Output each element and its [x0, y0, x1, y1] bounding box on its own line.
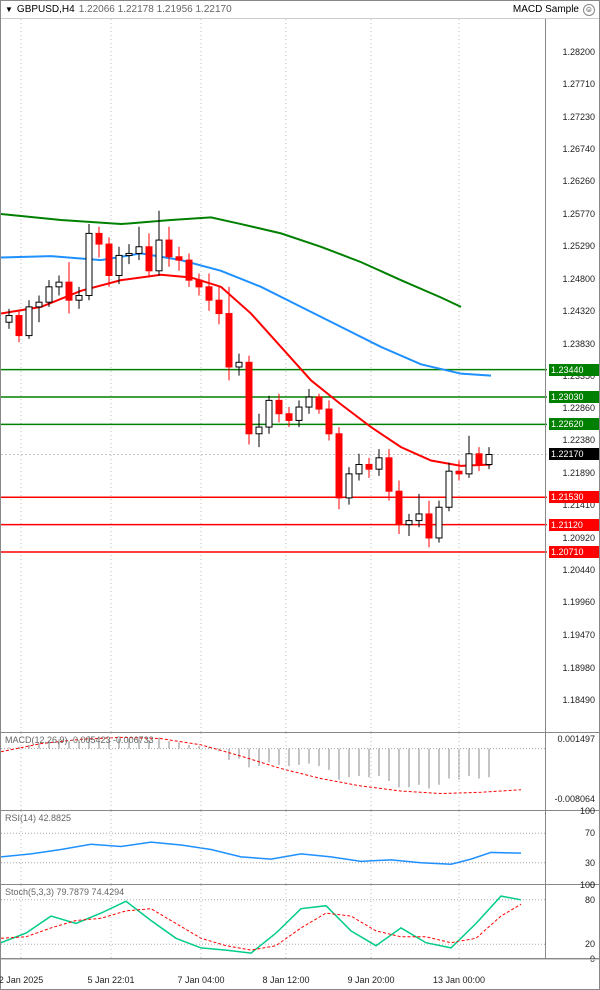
header-right: MACD Sample ☺ — [513, 4, 595, 16]
y-tick: 20 — [585, 939, 595, 949]
smiley-icon[interactable]: ☺ — [583, 4, 595, 16]
y-tick: 1.25290 — [562, 241, 595, 251]
x-tick: 2 Jan 2025 — [0, 975, 43, 985]
dropdown-icon[interactable]: ▼ — [5, 5, 13, 14]
header-left: ▼ GBPUSD,H4 1.22066 1.22178 1.21956 1.22… — [5, 4, 232, 15]
price-level-tag: 1.21530 — [549, 491, 599, 503]
y-tick: 100 — [580, 806, 595, 816]
rsi-y-axis: 03070100 — [545, 811, 599, 884]
x-tick: 5 Jan 22:01 — [87, 975, 134, 985]
x-tick: 7 Jan 04:00 — [177, 975, 224, 985]
y-tick: 1.27710 — [562, 79, 595, 89]
y-tick: 1.23830 — [562, 339, 595, 349]
y-tick: -0.008064 — [554, 794, 595, 804]
y-tick: 1.28200 — [562, 47, 595, 57]
y-tick: 1.18490 — [562, 695, 595, 705]
y-tick: 1.22380 — [562, 435, 595, 445]
y-tick: 30 — [585, 858, 595, 868]
y-tick: 1.27230 — [562, 112, 595, 122]
y-tick: 1.26740 — [562, 144, 595, 154]
y-tick: 100 — [580, 880, 595, 890]
y-tick: 1.19960 — [562, 597, 595, 607]
y-tick: 1.22860 — [562, 403, 595, 413]
y-tick: 1.24320 — [562, 306, 595, 316]
y-tick: 80 — [585, 895, 595, 905]
y-tick: 70 — [585, 828, 595, 838]
y-tick: 1.20440 — [562, 565, 595, 575]
rsi-panel[interactable]: RSI(14) 42.8825 03070100 — [1, 811, 599, 885]
x-tick: 8 Jan 12:00 — [262, 975, 309, 985]
current-price-tag: 1.22170 — [549, 448, 599, 460]
main-chart-svg — [1, 19, 547, 733]
stoch-label: Stoch(5,3,3) 79.7879 74.4294 — [5, 887, 124, 897]
macd-sample-label: MACD Sample — [513, 4, 579, 15]
symbol-label: GBPUSD,H4 — [17, 4, 75, 15]
y-tick: 1.19470 — [562, 630, 595, 640]
rsi-label: RSI(14) 42.8825 — [5, 813, 71, 823]
x-tick: 9 Jan 20:00 — [347, 975, 394, 985]
price-level-tag: 1.22620 — [549, 418, 599, 430]
y-tick: 1.25770 — [562, 209, 595, 219]
ohlc-label: 1.22066 1.22178 1.21956 1.22170 — [79, 4, 232, 15]
stoch-panel[interactable]: Stoch(5,3,3) 79.7879 74.4294 02080100 — [1, 885, 599, 959]
y-tick: 1.26260 — [562, 176, 595, 186]
main-plot-area — [1, 19, 545, 732]
y-tick: 0.001497 — [557, 734, 595, 744]
chart-header: ▼ GBPUSD,H4 1.22066 1.22178 1.21956 1.22… — [1, 1, 599, 19]
x-axis: 2 Jan 2025 5 Jan 22:01 7 Jan 04:00 8 Jan 12… — [1, 959, 599, 987]
y-tick: 1.21890 — [562, 468, 595, 478]
rsi-svg — [1, 811, 547, 885]
macd-panel[interactable]: MACD(12,26,9) -0.005423 -0.006733 0.0014… — [1, 733, 599, 811]
price-level-tag: 1.23440 — [549, 364, 599, 376]
main-y-axis: 1.18490 1.18980 1.19470 1.19960 1.20440 1.209… — [545, 19, 599, 732]
macd-y-axis: 0.001497 -0.008064 — [545, 733, 599, 810]
rsi-plot-area — [1, 811, 545, 884]
x-tick: 13 Jan 00:00 — [433, 975, 485, 985]
price-level-tag: 1.21120 — [549, 519, 599, 531]
y-tick: 1.20920 — [562, 533, 595, 543]
macd-label: MACD(12,26,9) -0.005423 -0.006733 — [5, 735, 154, 745]
price-level-tag: 1.23030 — [549, 391, 599, 403]
main-chart-panel[interactable]: 1.18490 1.18980 1.19470 1.19960 1.20440 1.209… — [1, 19, 599, 733]
y-tick: 1.18980 — [562, 663, 595, 673]
price-level-tag: 1.20710 — [549, 546, 599, 558]
chart-container: ▼ GBPUSD,H4 1.22066 1.22178 1.21956 1.22… — [0, 0, 600, 990]
y-tick: 1.24800 — [562, 274, 595, 284]
stoch-y-axis: 02080100 — [545, 885, 599, 958]
